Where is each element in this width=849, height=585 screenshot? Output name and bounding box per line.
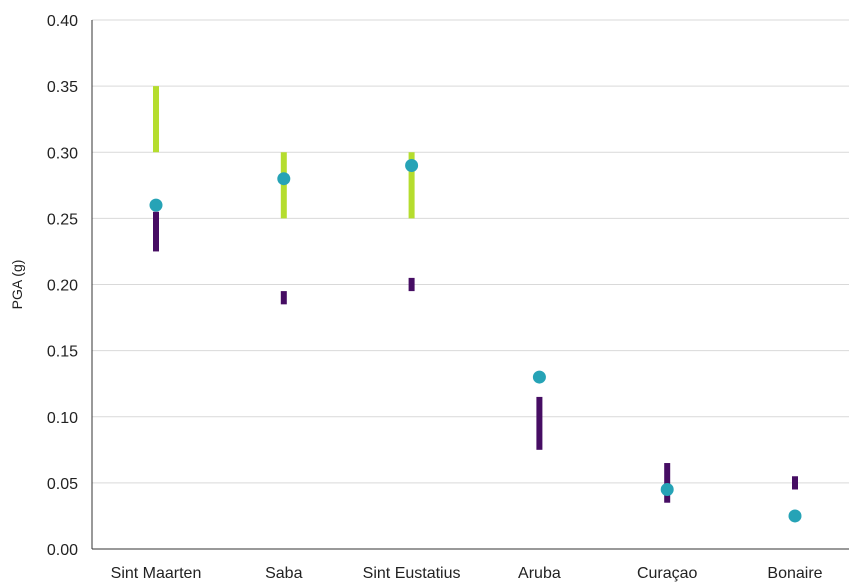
y-tick-label: 0.20 xyxy=(47,278,78,295)
y-tick-label: 0.00 xyxy=(47,542,78,559)
x-tick-label: Aruba xyxy=(518,565,561,582)
data-point xyxy=(532,370,546,384)
y-tick-label: 0.40 xyxy=(47,13,78,30)
range-bar xyxy=(792,476,798,490)
y-tick-label: 0.35 xyxy=(47,79,78,96)
range-bar xyxy=(408,152,415,219)
y-tick-label: 0.15 xyxy=(47,344,78,361)
range-bar xyxy=(280,291,287,305)
x-tick-label: Sint Maarten xyxy=(111,565,202,582)
x-tick-labels: Sint Maarten Saba Sint Eustatius Aruba Curaç… xyxy=(111,565,823,582)
data-point xyxy=(660,482,674,496)
range-bar xyxy=(153,211,159,252)
range-bar xyxy=(280,152,287,219)
data-point xyxy=(788,509,802,523)
y-axis-title: PGA (g) xyxy=(9,260,25,310)
chart-marks xyxy=(149,86,802,523)
range-bar xyxy=(408,277,415,292)
data-point xyxy=(149,198,163,212)
grid-lines xyxy=(92,19,849,484)
x-tick-label: Curaçao xyxy=(637,565,698,582)
x-tick-label: Sint Eustatius xyxy=(363,565,461,582)
range-bar xyxy=(664,463,671,503)
x-tick-label: Saba xyxy=(265,565,302,582)
y-tick-label: 0.05 xyxy=(47,476,78,493)
data-point xyxy=(405,158,419,172)
x-tick-label: Bonaire xyxy=(767,565,822,582)
range-bar xyxy=(536,396,543,450)
y-tick-label: 0.10 xyxy=(47,410,78,427)
y-tick-labels: 0.00 0.05 0.10 0.15 0.20 0.25 0.30 0.35 0.40 xyxy=(47,13,78,559)
y-tick-label: 0.30 xyxy=(47,145,78,162)
range-bar xyxy=(153,86,159,153)
y-tick-label: 0.25 xyxy=(47,211,78,228)
data-point xyxy=(277,172,291,186)
